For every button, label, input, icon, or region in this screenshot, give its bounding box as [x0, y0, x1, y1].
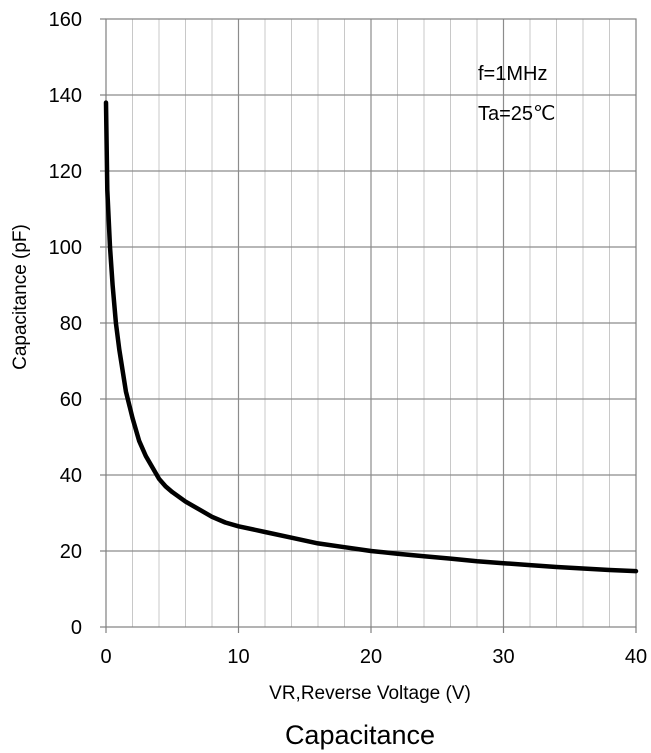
y-tick-label: 160: [49, 9, 82, 31]
plot-frame: [105, 18, 637, 628]
annotation-frequency: f=1MHz: [478, 63, 547, 85]
x-tick-label: 40: [625, 646, 647, 668]
y-tick-label: 20: [60, 541, 82, 563]
x-axis-label: VR,Reverse Voltage (V): [269, 683, 471, 704]
y-tick-label: 40: [60, 465, 82, 487]
y-tick-label: 80: [60, 313, 82, 335]
y-tick-label: 100: [49, 237, 82, 259]
chart-title: Capacitance: [285, 720, 435, 750]
annotation-temperature: Ta=25℃: [478, 103, 556, 125]
major-grid: [100, 18, 637, 633]
y-axis-label: Capacitance (pF): [10, 224, 31, 370]
y-tick-label: 60: [60, 389, 82, 411]
y-tick-label: 0: [71, 617, 82, 639]
x-tick-label: 10: [227, 646, 249, 668]
x-tick-label: 20: [360, 646, 382, 668]
x-tick-labels: 0 10 20 30 40: [100, 646, 647, 668]
x-tick-label: 0: [100, 646, 111, 668]
y-tick-labels: 0 20 40 60 80 100 120 140 160: [49, 9, 82, 639]
series-layer: [103, 100, 639, 574]
y-tick-label: 140: [49, 85, 82, 107]
y-tick-label: 120: [49, 161, 82, 183]
capacitance-curve: [103, 100, 639, 574]
x-tick-label: 30: [492, 646, 514, 668]
